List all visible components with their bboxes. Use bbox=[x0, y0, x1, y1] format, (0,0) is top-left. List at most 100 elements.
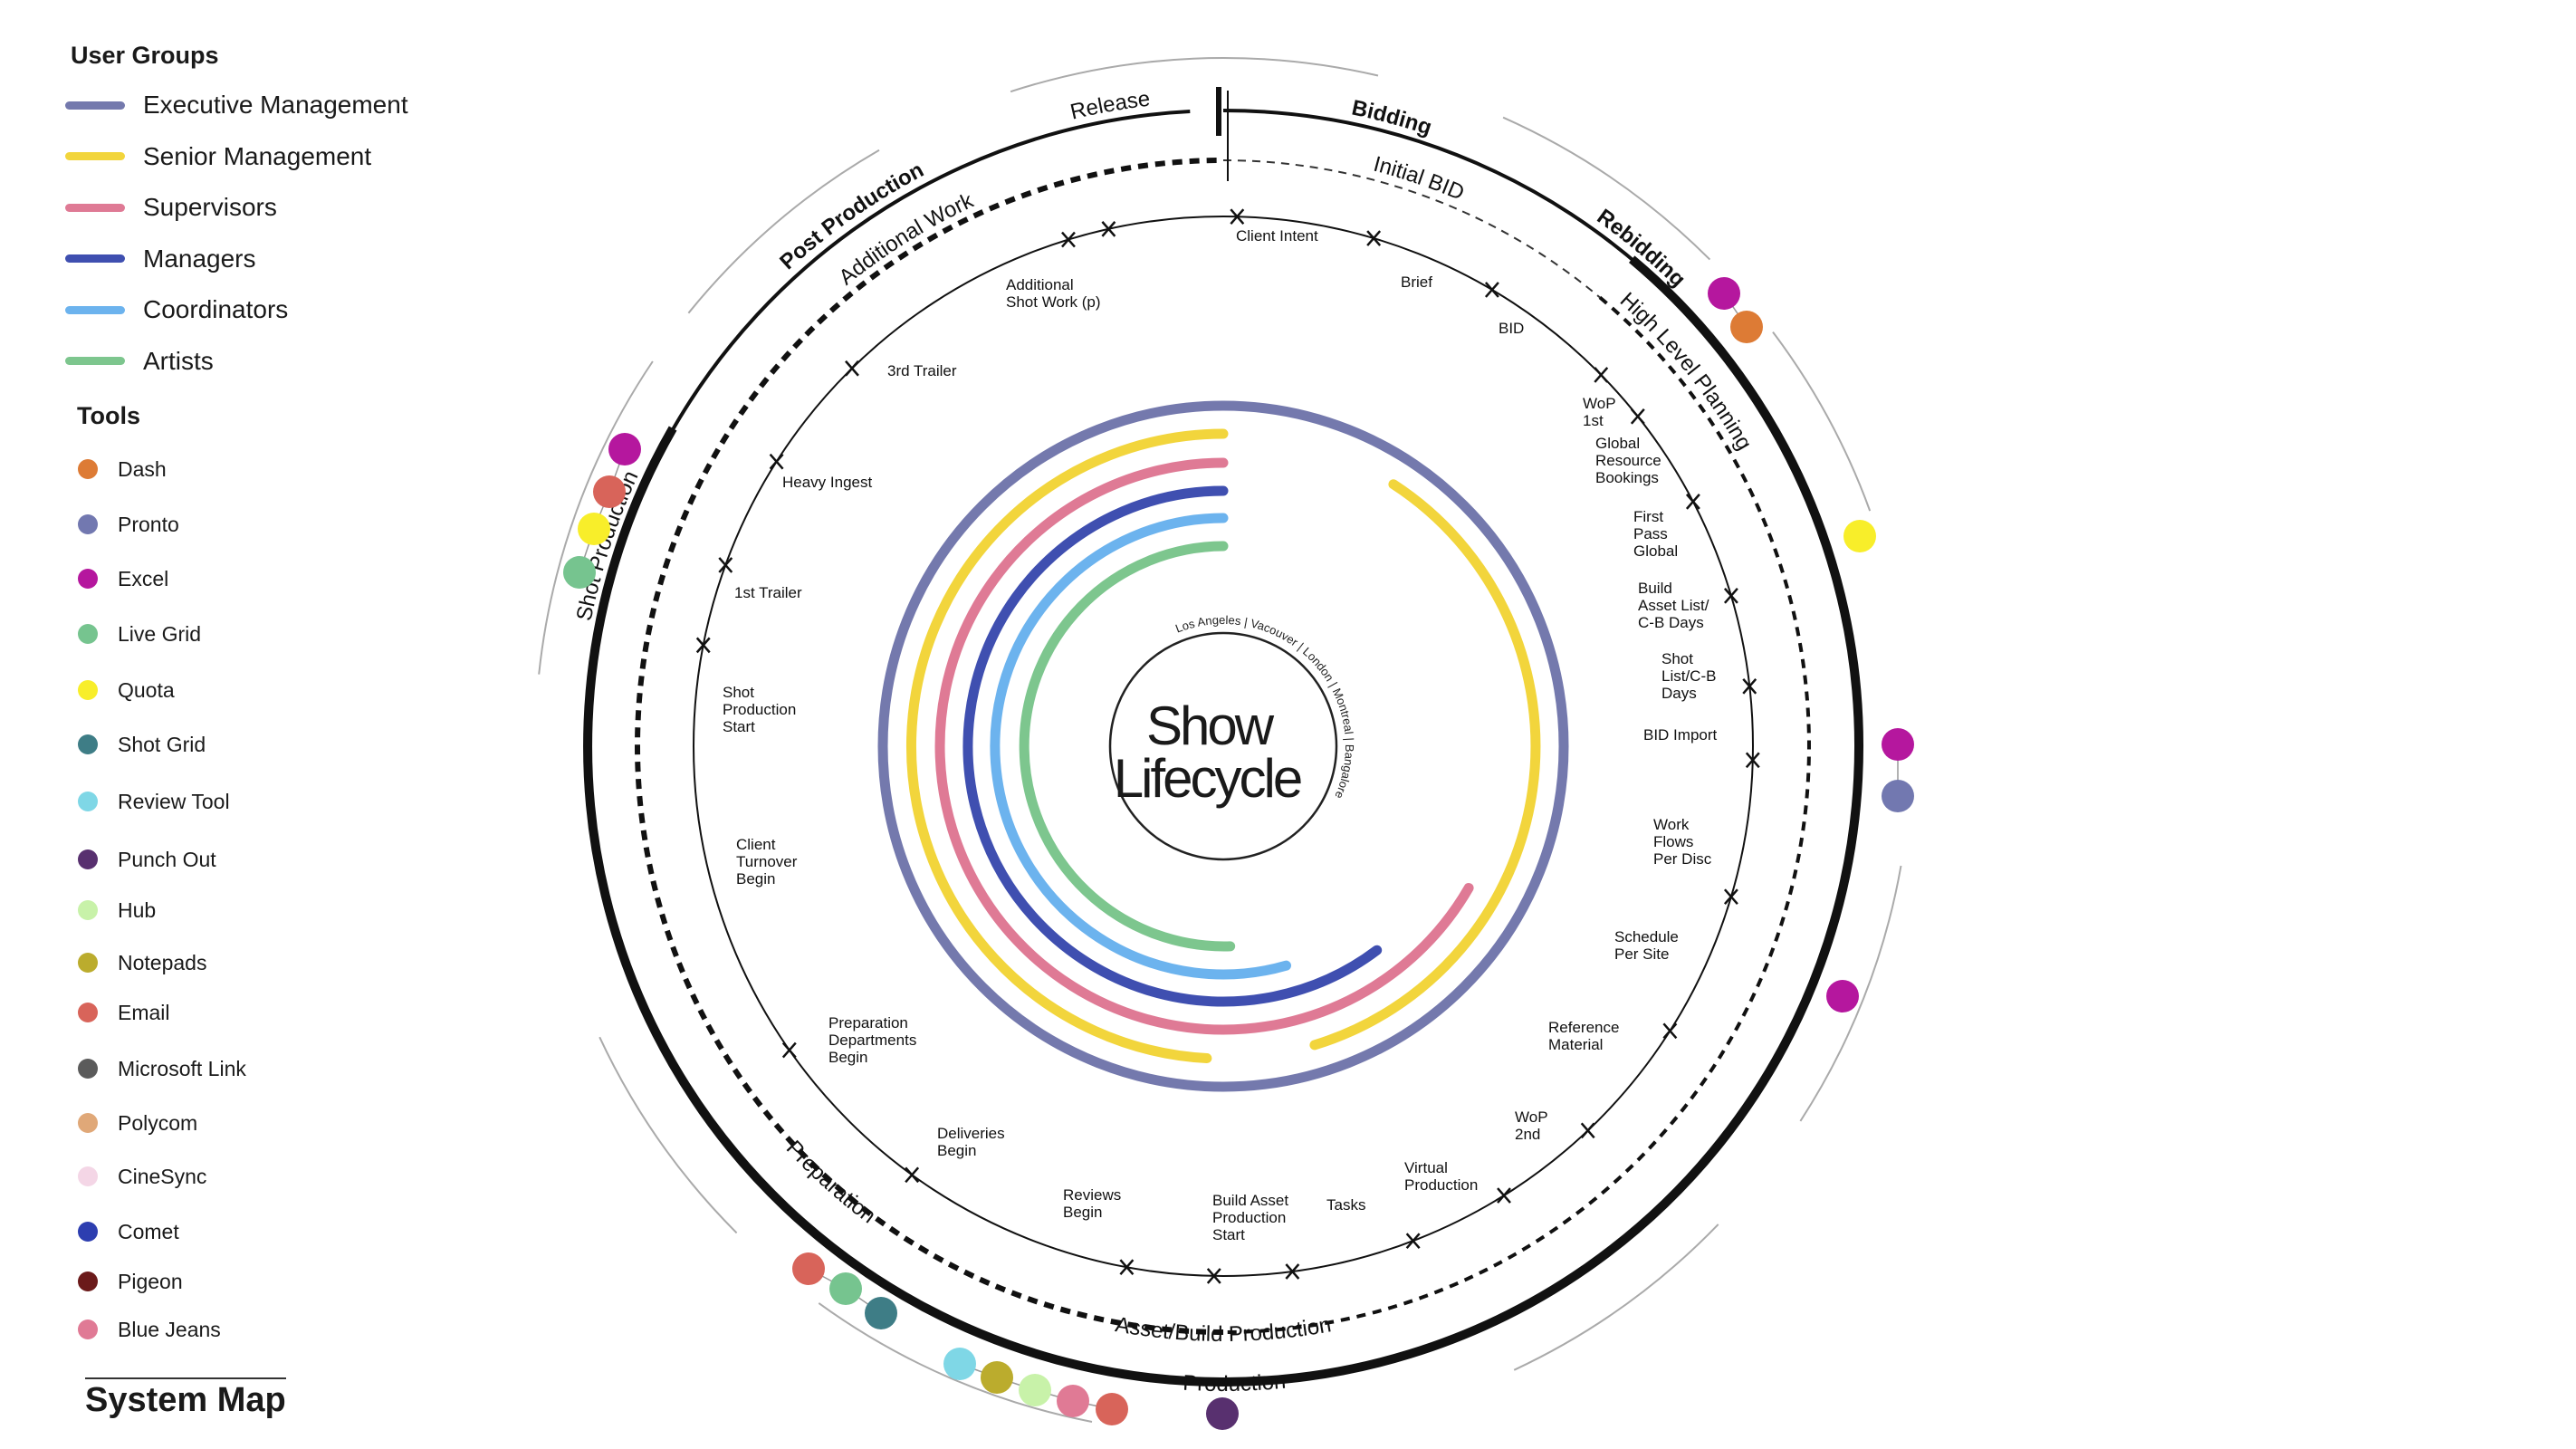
milestone-1st-trailer: 1st Trailer bbox=[734, 453, 802, 601]
user-group-label: Supervisors bbox=[143, 193, 277, 221]
milestone-label: 3rd Trailer bbox=[887, 362, 957, 379]
tool-email: Email bbox=[78, 996, 170, 1029]
tool-dot bbox=[78, 1271, 98, 1291]
tool-cluster-2 bbox=[1843, 520, 1876, 552]
rebidding-label: Rebidding bbox=[1593, 205, 1690, 293]
tool-label: Microsoft Link bbox=[118, 1056, 246, 1080]
milestone-label: First Pass Global bbox=[1633, 508, 1678, 560]
tool-polycom: Polycom bbox=[78, 1107, 197, 1139]
milestone-work-flows-per-disc: Work Flows Per Disc bbox=[1653, 816, 1738, 905]
milestone-label: 1st Trailer bbox=[734, 584, 802, 601]
milestone-3rd-trailer: 3rd Trailer bbox=[887, 231, 1076, 379]
tool-comet: Comet bbox=[78, 1215, 179, 1248]
milestone-label: Deliveries Begin bbox=[937, 1125, 1005, 1159]
tool-label: Quota bbox=[118, 677, 175, 702]
milestone-build-asset-production-start: Build Asset Production Start bbox=[1206, 1192, 1288, 1284]
user-group-swatch bbox=[65, 305, 125, 314]
milestone-deliveries-begin: Deliveries Begin bbox=[905, 1125, 1005, 1184]
tool-cluster-8 bbox=[563, 433, 641, 589]
milestone-label: Heavy Ingest bbox=[782, 474, 872, 491]
tool-dot bbox=[78, 734, 98, 754]
guide-arc bbox=[818, 1302, 1093, 1423]
tool-label: Comet bbox=[118, 1219, 179, 1243]
milestone-label: Tasks bbox=[1326, 1196, 1365, 1214]
milestone-label: Preparation Departments Begin bbox=[828, 1014, 916, 1066]
user-group-artists: Artists bbox=[65, 343, 214, 379]
milestone-wop-1st: WoP 1st bbox=[1583, 367, 1616, 429]
bidding-ring bbox=[1222, 109, 1861, 1384]
milestone-marker bbox=[769, 453, 784, 470]
tool-label: Pigeon bbox=[118, 1269, 183, 1293]
guide-arc bbox=[687, 149, 880, 314]
milestone-marker bbox=[1366, 230, 1382, 246]
tool-dot-hub bbox=[1019, 1374, 1051, 1406]
center-title-line2: Lifecycle bbox=[1114, 748, 1301, 809]
milestone-marker bbox=[1405, 1233, 1421, 1249]
tool-cinesync: CineSync bbox=[78, 1160, 206, 1193]
tool-dot bbox=[78, 792, 98, 811]
milestone-label: Client Intent bbox=[1236, 227, 1318, 245]
tool-notepads: Notepads bbox=[78, 946, 206, 979]
tool-dot bbox=[78, 1222, 98, 1242]
tool-label: Hub bbox=[118, 897, 157, 922]
tool-pigeon: Pigeon bbox=[78, 1265, 183, 1298]
tool-quota: Quota bbox=[78, 674, 175, 706]
milestone-additional-shot-work-p: Additional Shot Work (p) bbox=[1006, 221, 1116, 311]
milestone-reference-material: Reference Material bbox=[1548, 1019, 1619, 1139]
tool-dot-review-tool bbox=[943, 1348, 976, 1380]
milestone-client-intent: Client Intent bbox=[1230, 208, 1318, 245]
milestone-marker bbox=[1484, 282, 1499, 298]
asset-build-label: Asset/Build Production bbox=[1114, 1312, 1333, 1347]
user-group-label: Artists bbox=[143, 346, 214, 375]
milestone-marker bbox=[905, 1166, 920, 1184]
tool-dot bbox=[78, 849, 98, 869]
tool-dot-blue-jeans bbox=[1057, 1385, 1089, 1417]
milestone-reviews-begin: Reviews Begin bbox=[1063, 1186, 1135, 1276]
milestone-brief: Brief bbox=[1366, 230, 1432, 291]
tool-dot-quota bbox=[578, 513, 610, 545]
milestone-marker bbox=[1742, 677, 1757, 695]
user-group-swatch bbox=[65, 203, 125, 212]
production-ring bbox=[586, 110, 1224, 1384]
milestones: Client Intent Brief BID WoP 1st Global Resourc… bbox=[695, 208, 1760, 1284]
tool-dot bbox=[78, 1319, 98, 1339]
tool-dot-shot-grid bbox=[865, 1297, 897, 1329]
milestone-label: WoP 1st bbox=[1583, 395, 1616, 429]
tool-dot-excel bbox=[608, 433, 641, 465]
milestone-global-resource-bookings: Global Resource Bookings bbox=[1595, 408, 1661, 486]
milestone-marker bbox=[1662, 1022, 1678, 1040]
tool-label: Polycom bbox=[118, 1110, 198, 1135]
tool-label: Notepads bbox=[118, 950, 207, 974]
milestone-heavy-ingest: Heavy Ingest bbox=[782, 360, 872, 491]
tool-dot-pronto bbox=[1882, 780, 1914, 812]
tool-dot bbox=[78, 900, 98, 920]
milestone-label: Build Asset List/C-B Days bbox=[1638, 580, 1709, 631]
tool-dot bbox=[78, 624, 98, 644]
milestone-wop-2nd: WoP 2nd bbox=[1497, 1108, 1548, 1204]
tool-label: CineSync bbox=[118, 1164, 207, 1188]
system-map-title: System Map bbox=[85, 1381, 286, 1419]
milestone-marker bbox=[1285, 1263, 1300, 1280]
arc-artists bbox=[1019, 541, 1236, 952]
tool-dot bbox=[78, 569, 98, 589]
tool-label: Live Grid bbox=[118, 621, 202, 646]
milestone-marker bbox=[1119, 1259, 1135, 1276]
center-title-line1: Show bbox=[1146, 696, 1275, 756]
arc-executive-management bbox=[877, 400, 1569, 1092]
milestone-marker bbox=[1101, 221, 1116, 237]
user-group-label: Executive Management bbox=[143, 91, 408, 119]
arc-senior-management-segment bbox=[1309, 479, 1541, 1051]
milestone-marker bbox=[1745, 752, 1760, 769]
user-group-swatch bbox=[65, 101, 125, 110]
tool-dot-live-grid bbox=[563, 556, 596, 589]
tool-review-tool: Review Tool bbox=[78, 785, 230, 818]
milestone-marker bbox=[1061, 231, 1076, 248]
tool-live-grid: Live Grid bbox=[78, 618, 201, 650]
tool-dot-notepads bbox=[981, 1361, 1013, 1394]
milestone-marker bbox=[695, 637, 711, 654]
milestone-preparation-departments-begin: Preparation Departments Begin bbox=[781, 1014, 916, 1066]
milestone-marker bbox=[1630, 408, 1645, 425]
milestone-first-pass-global: First Pass Global bbox=[1633, 494, 1700, 560]
tool-cluster-3 bbox=[1882, 728, 1914, 812]
arc-coordinators bbox=[990, 513, 1291, 980]
